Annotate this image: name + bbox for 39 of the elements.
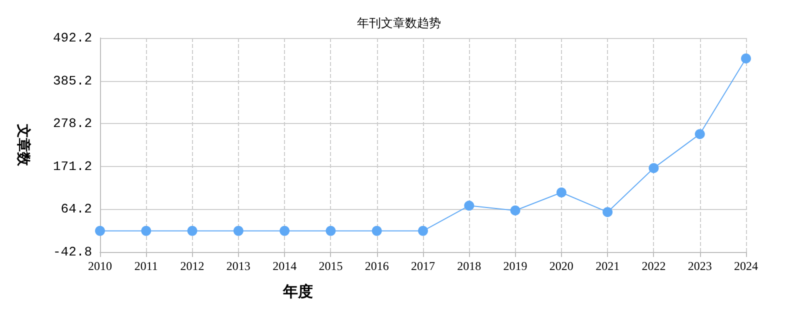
x-tick-label: 2012 [180, 259, 204, 273]
y-axis-title: 文章数 [15, 123, 32, 167]
x-tick-label: 2014 [272, 259, 297, 273]
x-tick-label: 2015 [318, 259, 343, 273]
point [372, 226, 382, 236]
y-tick-label: -42.8 [52, 244, 92, 260]
x-tick-label: 2017 [411, 259, 435, 273]
point [187, 226, 198, 236]
x-tick-label: 2020 [549, 259, 574, 273]
point [556, 187, 566, 198]
y-tick-label: 385.2 [52, 73, 92, 88]
point [95, 226, 105, 236]
x-tick-label: 2016 [364, 259, 389, 273]
point [602, 207, 613, 218]
x-tick-label: 2023 [688, 259, 712, 273]
point [510, 205, 520, 216]
y-tick-label: 278.2 [52, 116, 92, 132]
x-tick-label: 2013 [226, 259, 250, 273]
point [694, 129, 705, 140]
point [648, 163, 659, 174]
point [418, 226, 428, 236]
point [280, 226, 290, 236]
point [464, 200, 474, 211]
x-tick-label: 2010 [88, 259, 112, 273]
x-tick-label: 2018 [457, 259, 482, 273]
x-tick-label: 2011 [134, 259, 158, 273]
x-tick-label: 2024 [734, 259, 758, 273]
x-tick-label: 2022 [642, 259, 666, 273]
point [741, 53, 751, 64]
chart-title: 年刊文章数趋势 [357, 16, 441, 30]
point [326, 226, 336, 236]
x-axis-title: 年度 [282, 282, 313, 300]
x-tick-label: 2021 [596, 259, 620, 273]
y-tick-label: 492.2 [52, 30, 92, 46]
point [141, 226, 152, 236]
x-tick-label: 2019 [503, 259, 528, 273]
point [233, 226, 244, 236]
y-tick-label: 64.2 [60, 202, 92, 217]
y-tick-label: 171.2 [52, 158, 92, 174]
